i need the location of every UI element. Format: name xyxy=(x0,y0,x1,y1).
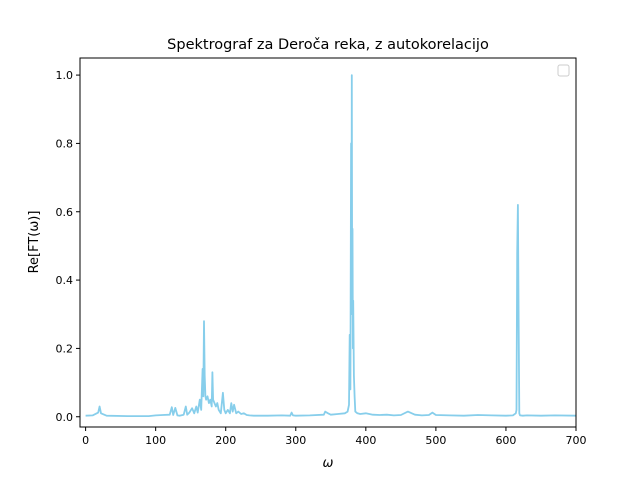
y-tick-label: 0.8 xyxy=(56,137,74,150)
y-tick-label: 0.4 xyxy=(56,274,74,287)
x-axis-ticks: 0 100 200 300 400 500 600 700 xyxy=(82,427,587,447)
y-axis-label: Re[FT(ω)] xyxy=(27,211,42,274)
series-layer xyxy=(85,74,576,418)
chart-title: Spektrograf za Deroča reka, z autokorela… xyxy=(167,37,489,53)
x-tick-label: 600 xyxy=(495,434,516,447)
legend-box xyxy=(557,64,570,77)
plot-area xyxy=(79,57,577,428)
plot-frame xyxy=(79,57,577,428)
x-axis-label: ω xyxy=(323,456,334,471)
x-tick-label: 300 xyxy=(285,434,306,447)
x-tick-label: 500 xyxy=(425,434,446,447)
y-tick-label: 1.0 xyxy=(56,69,74,82)
series-line-0 xyxy=(85,74,576,418)
y-tick-label: 0.0 xyxy=(56,411,74,424)
x-tick-label: 100 xyxy=(145,434,166,447)
y-tick-label: 0.2 xyxy=(56,342,74,355)
y-tick-label: 0.6 xyxy=(56,206,74,219)
y-axis-ticks: 0.0 0.2 0.4 0.6 0.8 1.0 xyxy=(56,69,80,424)
x-tick-label: 700 xyxy=(566,434,587,447)
x-tick-label: 400 xyxy=(355,434,376,447)
x-tick-label: 200 xyxy=(215,434,236,447)
x-tick-label: 0 xyxy=(82,434,89,447)
